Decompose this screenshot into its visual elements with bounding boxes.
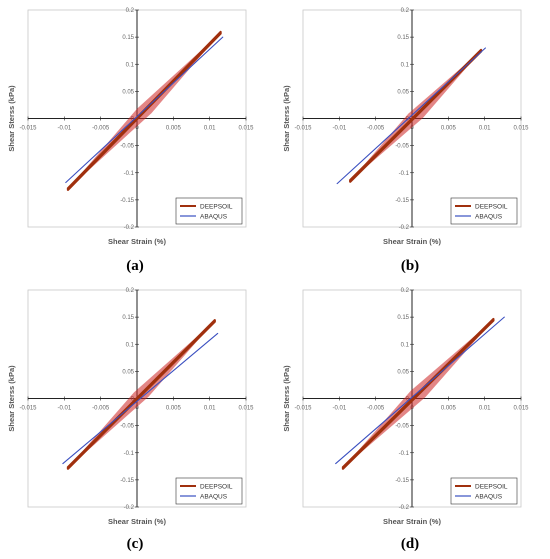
chart-svg: -0.015 -0.01 -0.005 0 0.005 0.01 0.015 0.2 0.15 0…: [7, 288, 254, 526]
x-tick-label: 0.01: [204, 406, 216, 412]
x-tick-label: -0.015: [294, 126, 312, 132]
x-tick-label: -0.01: [57, 406, 71, 412]
y-axis-title: Shear Sterss (kPa): [7, 365, 16, 432]
y-tick-label: 0.1: [401, 62, 410, 68]
y-tick-label: 0.2: [126, 288, 135, 294]
panel-caption: (d): [400, 536, 420, 552]
x-tick-label: 0.015: [238, 126, 254, 132]
y-tick-label: -0.15: [395, 198, 409, 204]
y-tick-label: -0.2: [124, 505, 135, 511]
x-axis-title: Shear Strain (%): [108, 237, 166, 246]
x-tick-label: -0.005: [367, 406, 385, 412]
y-axis-title: Shear Sterss (kPa): [282, 365, 291, 432]
y-tick-label: -0.05: [120, 144, 134, 150]
x-tick-label: 0.015: [513, 406, 529, 412]
y-tick-label: 0.15: [397, 35, 409, 41]
chart-panel-c: -0.015 -0.01 -0.005 0 0.005 0.01 0.015 0.2 0.15 0…: [0, 280, 270, 558]
chart-svg: -0.015 -0.01 -0.005 0 0.005 0.01 0.015 0.2 0.15 0…: [7, 8, 254, 246]
y-tick-label: 0.1: [401, 342, 410, 348]
x-tick-label: -0.015: [294, 406, 312, 412]
series-line-abaqus: [62, 332, 219, 465]
x-tick-label: 0.015: [238, 406, 254, 412]
y-tick-label: -0.2: [124, 225, 135, 231]
series-line-abaqus: [335, 316, 505, 465]
chart-svg: -0.015 -0.01 -0.005 0 0.005 0.01 0.015 0.2 0.15 0…: [282, 8, 529, 246]
y-tick-label: -0.2: [399, 505, 410, 511]
y-tick-label: -0.2: [399, 225, 410, 231]
legend-label: ABAQUS: [475, 493, 503, 500]
x-tick-label: -0.005: [367, 126, 385, 132]
y-axis-title: Shear Sterss (kPa): [282, 85, 291, 152]
x-tick-label: 0.015: [513, 126, 529, 132]
legend-label: DEEPSOIL: [200, 203, 233, 210]
x-tick-label: 0: [410, 126, 414, 132]
x-tick-label: -0.015: [19, 406, 37, 412]
legend-box: [450, 197, 518, 225]
y-tick-label: 0.05: [122, 89, 134, 95]
x-tick-label: 0.005: [441, 406, 457, 412]
y-tick-label: 0.15: [122, 35, 134, 41]
y-tick-label: -0.1: [399, 171, 410, 177]
legend-box: [175, 197, 243, 225]
legend-label: DEEPSOIL: [475, 203, 508, 210]
y-tick-label: 0.15: [122, 315, 134, 321]
y-tick-label: -0.1: [124, 451, 135, 457]
x-tick-label: 0.005: [441, 126, 457, 132]
x-tick-label: 0: [135, 406, 139, 412]
legend-box: [175, 477, 243, 505]
y-tick-label: 0.2: [401, 8, 410, 14]
y-tick-label: -0.15: [120, 198, 134, 204]
y-tick-label: -0.05: [120, 424, 134, 430]
series-line-abaqus: [65, 36, 224, 184]
legend-label: ABAQUS: [200, 213, 228, 220]
y-tick-label: 0.2: [126, 8, 135, 14]
legend-label: ABAQUS: [200, 493, 228, 500]
x-tick-label: 0.005: [166, 406, 182, 412]
y-tick-label: -0.1: [399, 451, 410, 457]
x-axis-title: Shear Strain (%): [108, 517, 166, 526]
y-axis-title: Shear Sterss (kPa): [7, 85, 16, 152]
panel-caption: (b): [400, 258, 420, 274]
x-tick-label: -0.005: [92, 406, 110, 412]
y-tick-label: -0.15: [395, 478, 409, 484]
x-axis-title: Shear Strain (%): [383, 237, 441, 246]
y-tick-label: -0.05: [395, 144, 409, 150]
chart-svg: -0.015 -0.01 -0.005 0 0.005 0.01 0.015 0.2 0.15 0…: [282, 288, 529, 526]
chart-panel-a: -0.015 -0.01 -0.005 0 0.005 0.01 0.015 0.2 0.15 0…: [0, 0, 270, 278]
x-tick-label: 0: [135, 126, 139, 132]
panel-caption: (c): [126, 536, 144, 552]
x-tick-label: 0.01: [479, 406, 491, 412]
legend-label: ABAQUS: [475, 213, 503, 220]
y-tick-label: -0.1: [124, 171, 135, 177]
y-tick-label: 0.2: [401, 288, 410, 294]
series-line-abaqus: [336, 47, 486, 185]
x-tick-label: 0.01: [479, 126, 491, 132]
y-tick-label: 0.1: [126, 342, 135, 348]
legend-label: DEEPSOIL: [475, 483, 508, 490]
x-tick-label: -0.005: [92, 126, 110, 132]
series-line-deepsoil: [66, 319, 216, 469]
y-tick-label: -0.15: [120, 478, 134, 484]
legend-label: DEEPSOIL: [200, 483, 233, 490]
y-tick-label: 0.05: [397, 89, 409, 95]
x-axis-title: Shear Strain (%): [383, 517, 441, 526]
y-tick-label: -0.05: [395, 424, 409, 430]
x-tick-label: -0.015: [19, 126, 37, 132]
x-tick-label: -0.01: [332, 406, 346, 412]
panel-caption: (a): [126, 258, 144, 274]
y-tick-label: 0.15: [397, 315, 409, 321]
x-tick-label: 0.005: [166, 126, 182, 132]
legend-box: [450, 477, 518, 505]
x-tick-label: 0: [410, 406, 414, 412]
chart-panel-b: -0.015 -0.01 -0.005 0 0.005 0.01 0.015 0.2 0.15 0…: [275, 0, 545, 278]
chart-panel-d: -0.015 -0.01 -0.005 0 0.005 0.01 0.015 0.2 0.15 0…: [275, 280, 545, 558]
y-tick-label: 0.05: [397, 369, 409, 375]
y-tick-label: 0.05: [122, 369, 134, 375]
x-tick-label: 0.01: [204, 126, 216, 132]
x-tick-label: -0.01: [57, 126, 71, 132]
series-line-deepsoil: [341, 317, 495, 469]
x-tick-label: -0.01: [332, 126, 346, 132]
y-tick-label: 0.1: [126, 62, 135, 68]
